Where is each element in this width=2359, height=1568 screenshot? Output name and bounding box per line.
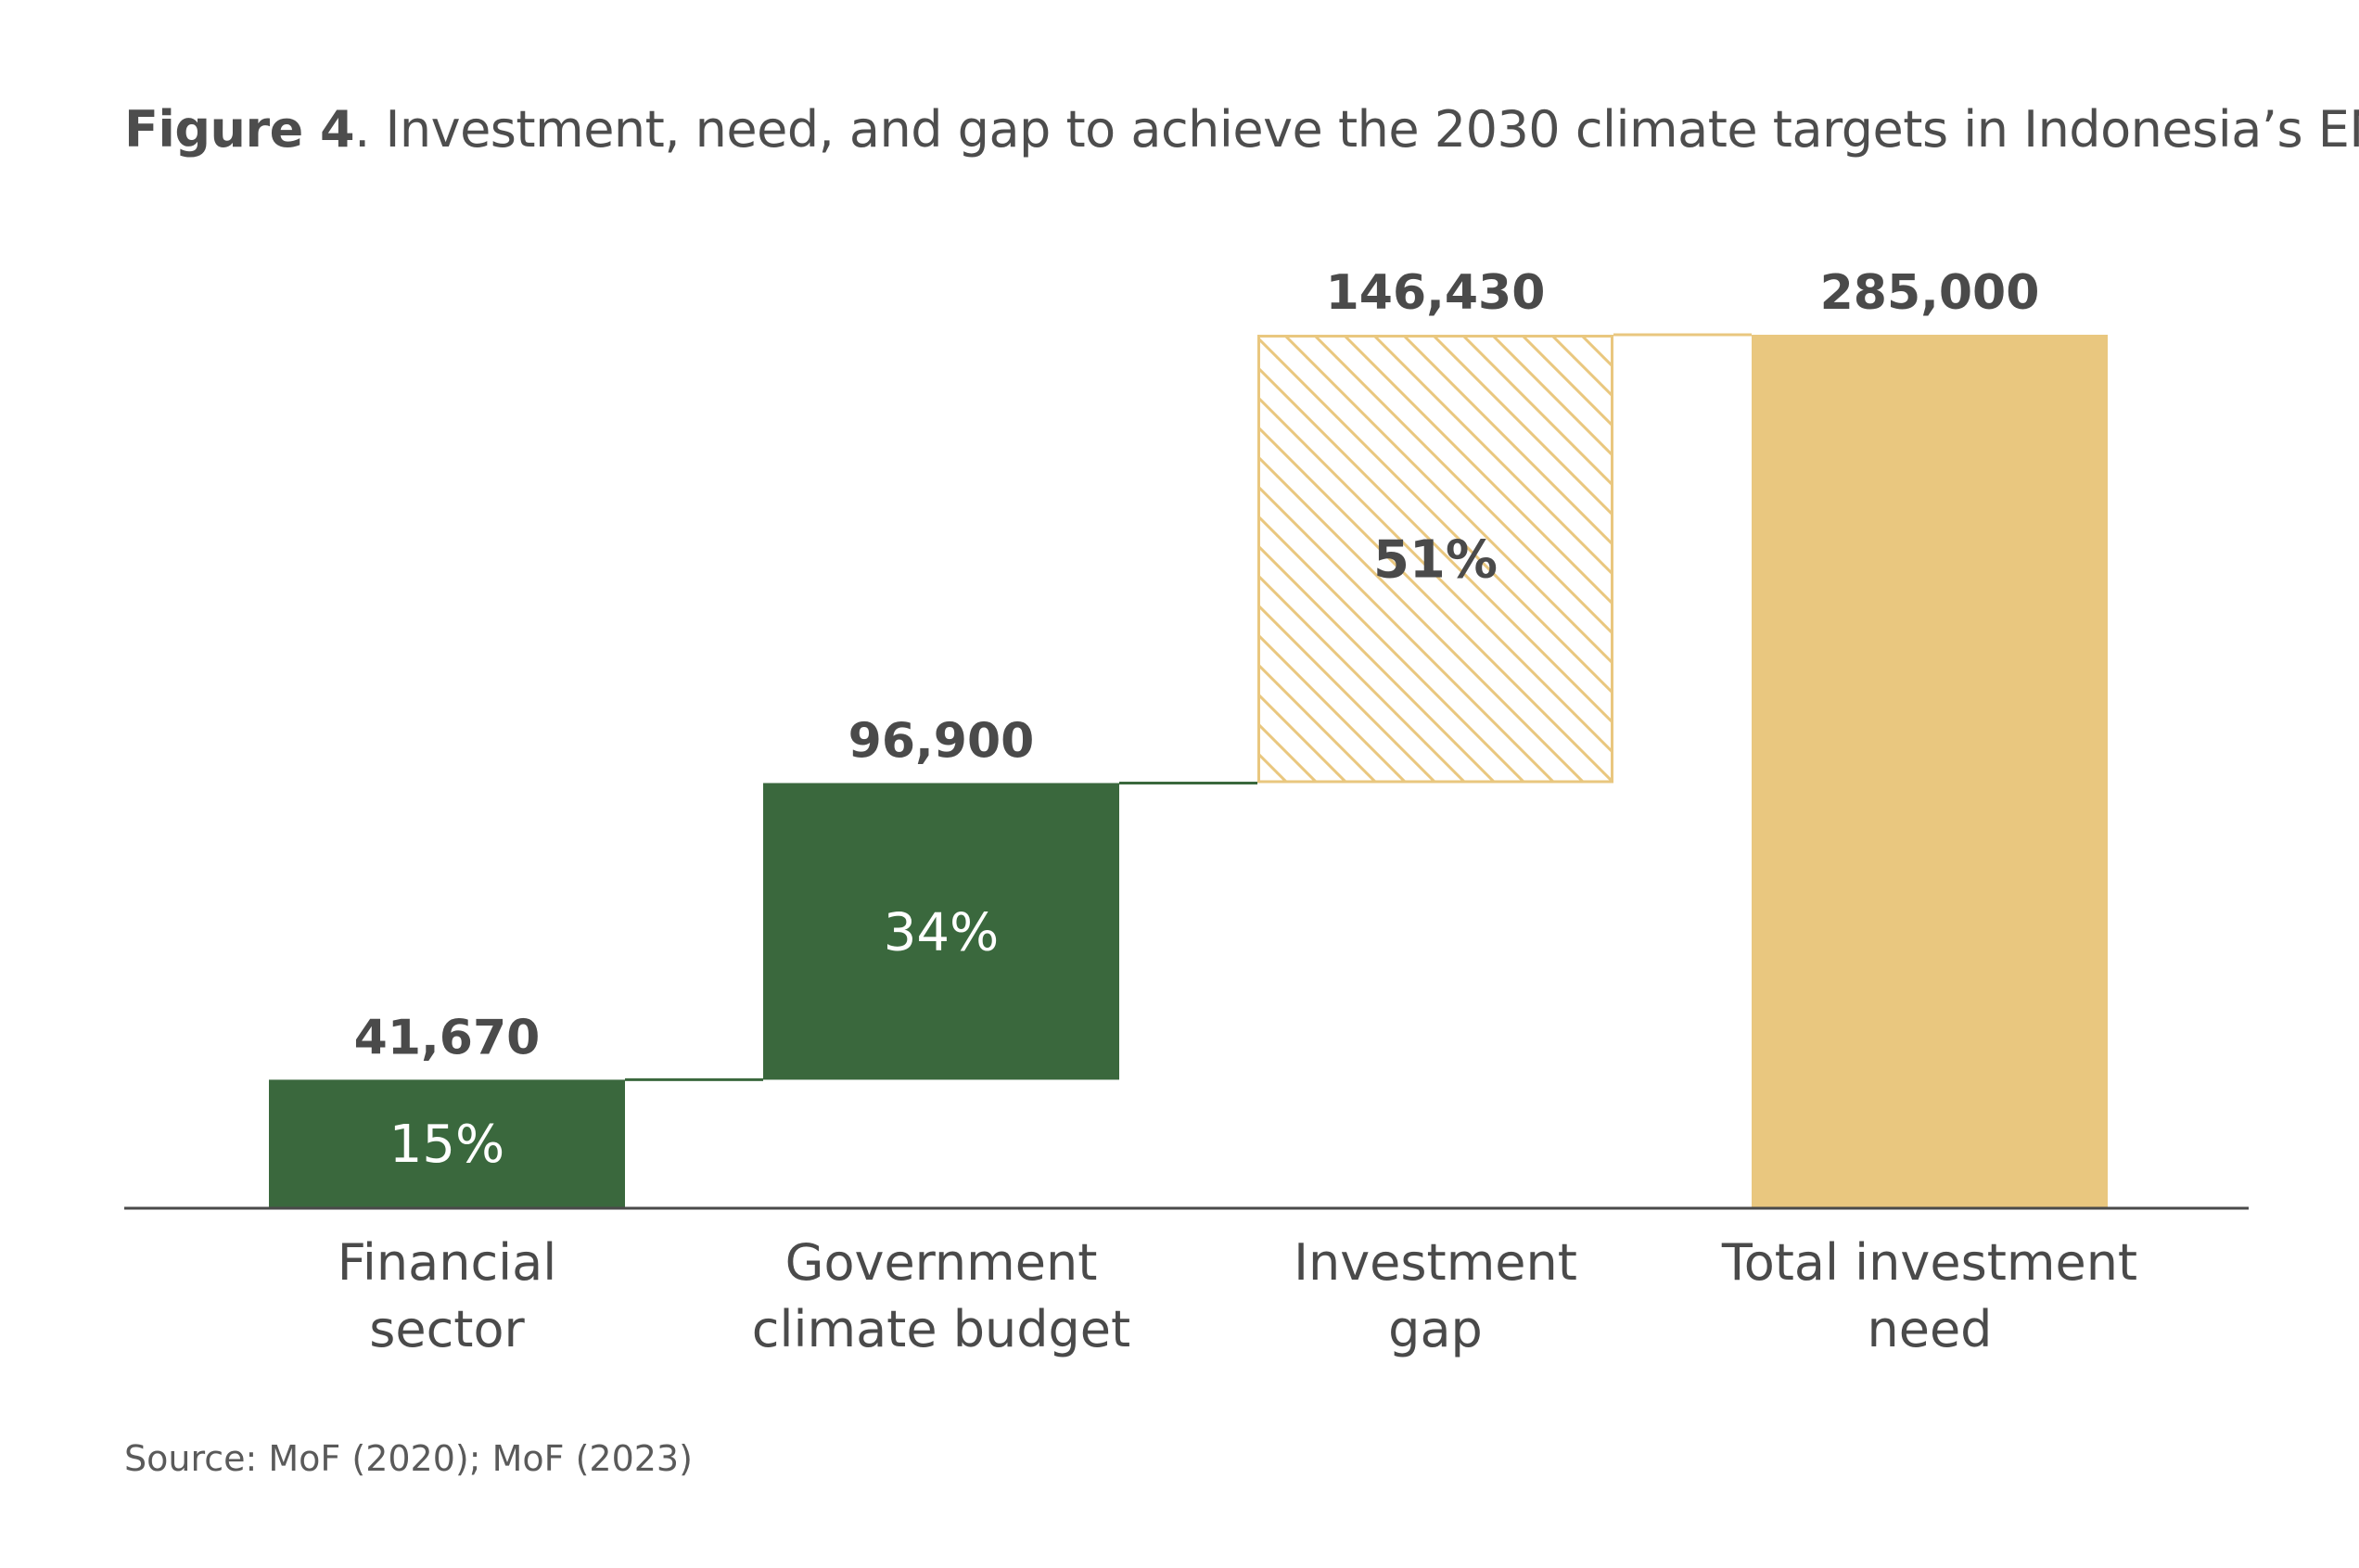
bar-investment-gap (1257, 335, 1613, 784)
bar-total-investment-need (1752, 335, 2108, 1207)
pct-label-financial-sector: 15% (389, 1115, 504, 1175)
category-label-total-investment-need-line-2: need (1868, 1300, 1993, 1358)
source-note: Source: MoF (2020); MoF (2023) (124, 1438, 693, 1479)
figure-title-label: Figure 4 (124, 100, 355, 159)
value-label-investment-gap: 146,430 (1326, 265, 1546, 321)
category-label-financial-sector-line-2: sector (369, 1300, 525, 1358)
pct-label-government-climate-budget: 34% (884, 902, 999, 962)
category-label-government-climate-budget-line-2: climate budget (752, 1300, 1130, 1358)
value-label-government-climate-budget: 96,900 (848, 713, 1035, 769)
category-label-financial-sector-line-1: Financial (338, 1233, 556, 1292)
figure-title: Figure 4. Investment, need, and gap to a… (124, 93, 2359, 167)
label-layer: 41,670 15% Financial sector 96,900 34% Governm… (338, 265, 2137, 1358)
bar-financial-sector (269, 1079, 625, 1207)
category-label-government-climate-budget-line-1: Government (785, 1233, 1098, 1292)
connector-lines (625, 333, 1752, 1081)
bar-layer (269, 335, 2108, 1207)
category-label-investment-gap-line-2: gap (1388, 1300, 1483, 1358)
bar-government-climate-budget (763, 783, 1119, 1080)
figure-title-text: . Investment, need, and gap to achieve t… (354, 100, 2359, 159)
category-label-investment-gap-line-1: Investment (1294, 1233, 1577, 1292)
value-label-total-investment-need: 285,000 (1820, 265, 2040, 321)
value-label-financial-sector: 41,670 (354, 1010, 541, 1065)
pct-label-investment-gap: 51% (1373, 530, 1498, 591)
category-label-total-investment-need-line-1: Total investment (1721, 1233, 2137, 1292)
